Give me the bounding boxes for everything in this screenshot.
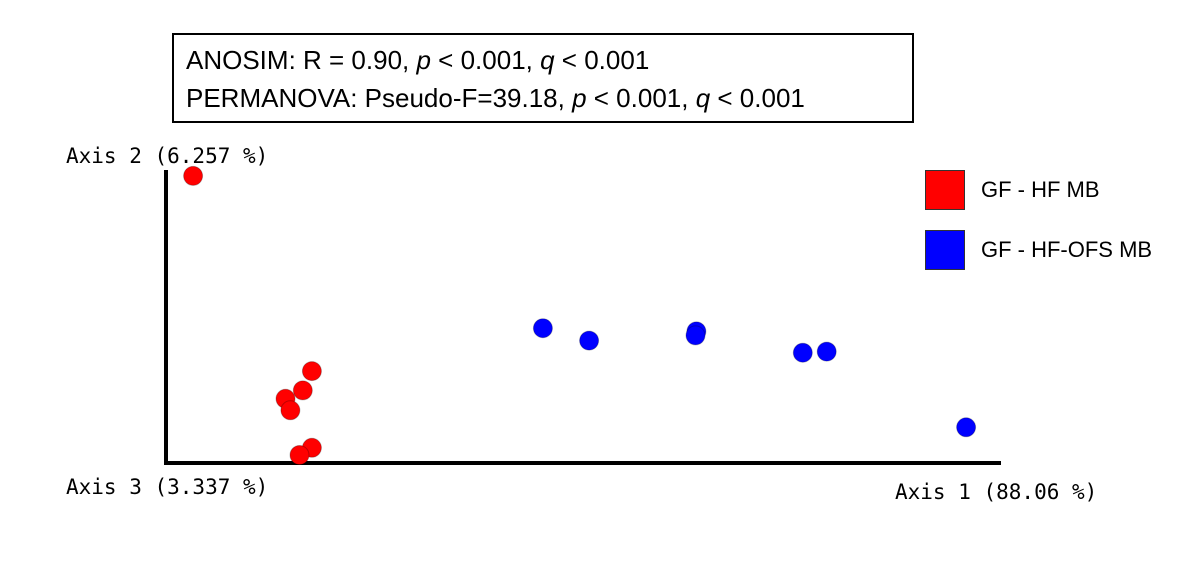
anosim-prefix: ANOSIM: R = 0.90, <box>186 45 417 75</box>
permanova-q-value: < 0.001 <box>710 83 805 113</box>
data-point-series-1-6 <box>956 417 977 438</box>
data-point-series-1-3 <box>685 325 706 346</box>
permanova-p-value: < 0.001, <box>586 83 696 113</box>
anosim-p-symbol: p <box>416 45 431 75</box>
axis2-label: Axis 2 (6.257 %) <box>66 144 269 168</box>
legend-swatch-blue <box>925 230 965 270</box>
anosim-p-value: < 0.001, <box>430 45 541 75</box>
permanova-prefix: PERMANOVA: Pseudo-F=39.18, <box>186 83 573 113</box>
legend-label: GF - HF-OFS MB <box>981 237 1153 262</box>
data-point-series-0-6 <box>289 445 310 465</box>
legend-item-gf-hf-mb: GF - HF MB <box>925 170 1100 210</box>
anosim-q-symbol: q <box>540 45 555 75</box>
data-point-series-0-4 <box>280 400 301 421</box>
anosim-q-value: < 0.001 <box>554 45 650 75</box>
legend-label: GF - HF MB <box>981 177 1100 202</box>
data-point-series-0-1 <box>301 361 322 382</box>
permanova-line: PERMANOVA: Pseudo-F=39.18, p < 0.001, q … <box>186 79 912 117</box>
data-point-series-0-0 <box>183 165 204 186</box>
stats-annotation-box: ANOSIM: R = 0.90, p < 0.001, q < 0.001 P… <box>172 33 914 123</box>
data-point-series-1-5 <box>816 341 837 362</box>
legend-swatch-red <box>925 170 965 210</box>
data-point-series-0-2 <box>292 380 313 401</box>
axis1-label: Axis 1 (88.06 %) <box>895 480 1098 504</box>
legend-item-gf-hf-ofs-mb: GF - HF-OFS MB <box>925 230 1152 270</box>
axis3-label: Axis 3 (3.337 %) <box>66 475 269 499</box>
permanova-p-symbol: p <box>572 83 587 113</box>
data-point-series-1-0 <box>532 318 553 339</box>
data-point-series-1-1 <box>579 330 600 351</box>
data-point-series-1-4 <box>792 342 813 363</box>
points-layer <box>183 165 977 465</box>
anosim-line: ANOSIM: R = 0.90, p < 0.001, q < 0.001 <box>186 41 912 79</box>
permanova-q-symbol: q <box>695 83 711 113</box>
